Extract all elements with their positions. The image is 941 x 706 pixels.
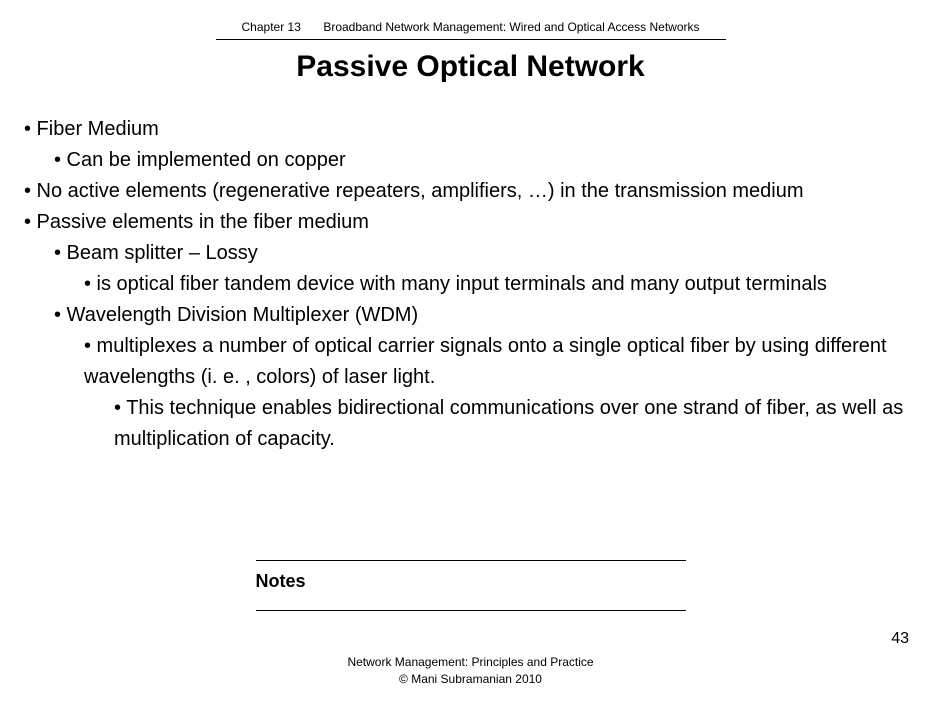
- notes-label: Notes: [256, 571, 686, 592]
- footer-line-1: Network Management: Principles and Pract…: [347, 654, 593, 671]
- header-divider: [216, 39, 726, 40]
- bullet-item: • Can be implemented on copper: [54, 145, 917, 176]
- bullet-item: • multiplexes a number of optical carrie…: [84, 331, 917, 393]
- page-number: 43: [891, 630, 909, 648]
- bullet-item: • Wavelength Division Multiplexer (WDM): [54, 300, 917, 331]
- footer-line-2: © Mani Subramanian 2010: [347, 671, 593, 688]
- bullet-item: • This technique enables bidirectional c…: [114, 393, 917, 455]
- bullet-item: • Beam splitter – Lossy: [54, 238, 917, 269]
- notes-divider-top: [256, 560, 686, 561]
- slide-header: Chapter 13 Broadband Network Management:…: [0, 0, 941, 40]
- bullet-item: • Fiber Medium: [24, 114, 917, 145]
- topic-label: Broadband Network Management: Wired and …: [323, 20, 699, 34]
- slide-footer: Network Management: Principles and Pract…: [347, 654, 593, 688]
- notes-divider-bottom: [256, 610, 686, 611]
- bullet-item: • Passive elements in the fiber medium: [24, 207, 917, 238]
- notes-section: Notes: [256, 560, 686, 611]
- content-body: • Fiber Medium • Can be implemented on c…: [24, 114, 917, 455]
- bullet-item: • is optical fiber tandem device with ma…: [84, 269, 917, 300]
- chapter-label: Chapter 13: [242, 20, 301, 34]
- page-title: Passive Optical Network: [0, 50, 941, 84]
- bullet-item: • No active elements (regenerative repea…: [24, 176, 917, 207]
